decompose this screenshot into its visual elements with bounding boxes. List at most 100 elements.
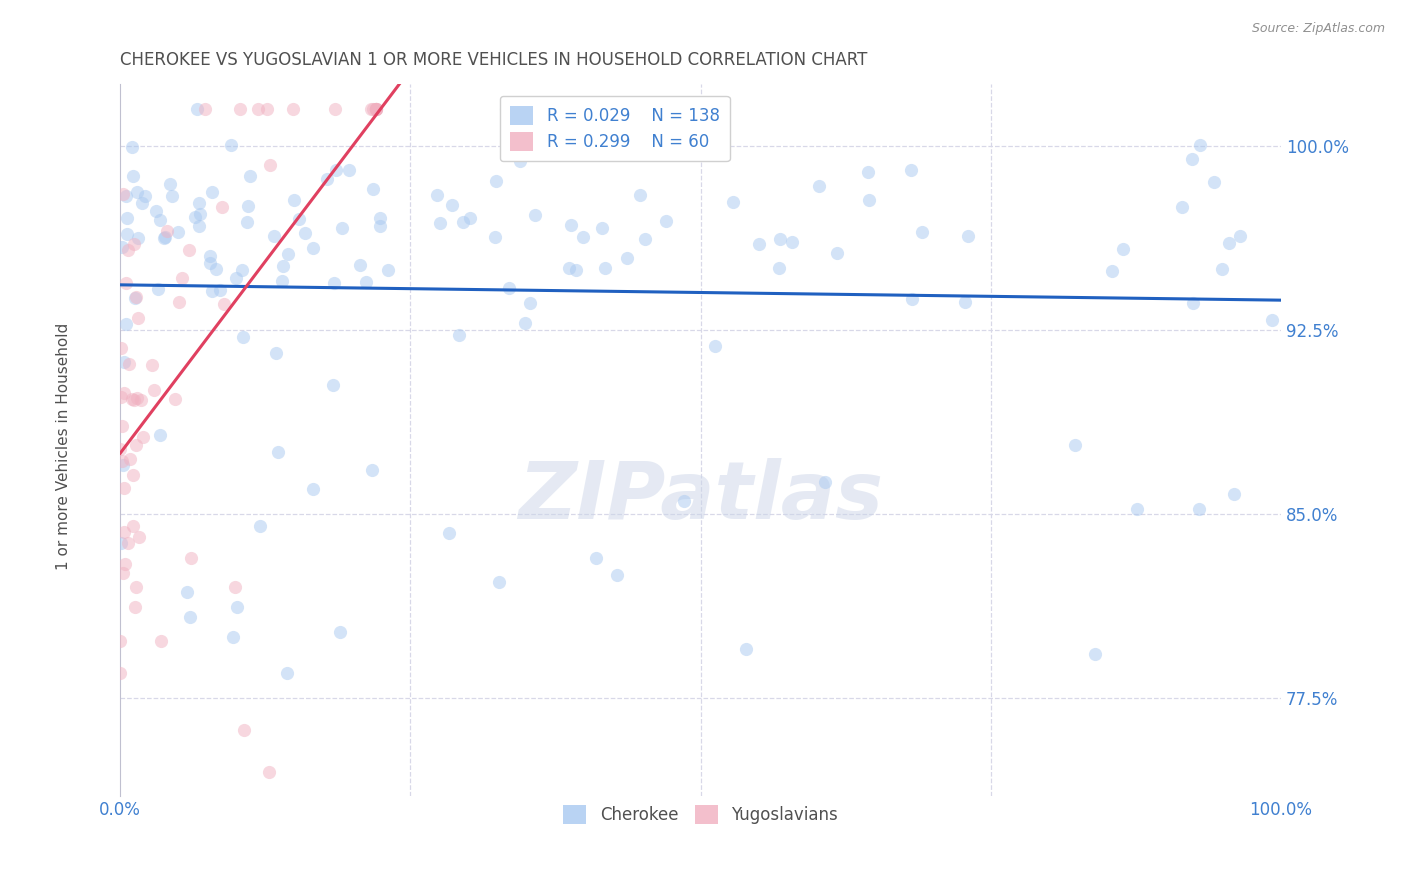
Point	[142, 384, 165, 398]
Point	[186, 102, 208, 116]
Point	[807, 178, 830, 193]
Point	[634, 231, 657, 245]
Point	[111, 454, 134, 468]
Point	[226, 600, 249, 615]
Point	[704, 339, 727, 353]
Point	[115, 317, 138, 331]
Point	[1063, 438, 1085, 452]
Point	[167, 294, 190, 309]
Point	[117, 243, 139, 257]
Point	[124, 290, 146, 304]
Point	[236, 215, 259, 229]
Point	[1188, 137, 1211, 152]
Point	[160, 189, 183, 203]
Point	[110, 442, 132, 456]
Point	[276, 666, 298, 681]
Point	[858, 164, 880, 178]
Legend: Cherokee, Yugoslavians: Cherokee, Yugoslavians	[553, 795, 848, 834]
Point	[188, 196, 211, 211]
Point	[179, 610, 201, 624]
Point	[114, 188, 136, 202]
Point	[112, 524, 135, 539]
Point	[1125, 501, 1147, 516]
Point	[441, 198, 464, 212]
Point	[1261, 312, 1284, 326]
Point	[211, 200, 233, 214]
Point	[263, 229, 285, 244]
Point	[112, 386, 135, 401]
Point	[125, 438, 148, 452]
Point	[1170, 200, 1192, 214]
Point	[122, 236, 145, 251]
Point	[323, 276, 346, 290]
Point	[118, 451, 141, 466]
Point	[122, 393, 145, 408]
Point	[125, 185, 148, 199]
Text: 1 or more Vehicles in Household: 1 or more Vehicles in Household	[56, 322, 70, 570]
Point	[519, 296, 541, 310]
Point	[115, 227, 138, 242]
Point	[112, 458, 135, 472]
Point	[657, 146, 679, 161]
Point	[111, 566, 134, 580]
Point	[451, 215, 474, 229]
Point	[131, 429, 153, 443]
Point	[259, 764, 281, 779]
Point	[322, 377, 344, 392]
Text: CHEROKEE VS YUGOSLAVIAN 1 OR MORE VEHICLES IN HOUSEHOLD CORRELATION CHART: CHEROKEE VS YUGOSLAVIAN 1 OR MORE VEHICL…	[121, 51, 868, 69]
Point	[247, 102, 270, 116]
Point	[323, 102, 346, 116]
Point	[281, 102, 304, 116]
Point	[361, 102, 384, 116]
Point	[585, 551, 607, 566]
Point	[224, 581, 246, 595]
Point	[302, 241, 325, 255]
Point	[524, 208, 547, 222]
Point	[232, 723, 254, 737]
Point	[239, 169, 262, 184]
Point	[112, 481, 135, 495]
Point	[145, 203, 167, 218]
Point	[229, 102, 252, 116]
Point	[165, 392, 187, 406]
Point	[591, 221, 613, 235]
Point	[277, 246, 299, 260]
Point	[128, 530, 150, 544]
Point	[110, 390, 132, 404]
Point	[1188, 501, 1211, 516]
Point	[166, 226, 188, 240]
Point	[485, 174, 508, 188]
Point	[176, 585, 198, 599]
Point	[112, 355, 135, 369]
Point	[616, 251, 638, 265]
Point	[110, 341, 132, 355]
Point	[271, 274, 294, 288]
Point	[1181, 153, 1204, 167]
Point	[360, 462, 382, 476]
Point	[900, 162, 922, 177]
Point	[488, 575, 510, 590]
Point	[364, 102, 387, 116]
Point	[117, 536, 139, 550]
Point	[259, 158, 281, 172]
Point	[149, 213, 172, 227]
Point	[439, 526, 461, 541]
Point	[121, 519, 143, 533]
Point	[449, 327, 471, 342]
Point	[1101, 264, 1123, 278]
Point	[325, 162, 347, 177]
Point	[911, 225, 934, 239]
Point	[110, 666, 132, 681]
Point	[825, 245, 848, 260]
Point	[613, 131, 636, 145]
Point	[769, 232, 792, 246]
Point	[606, 568, 628, 582]
Text: ZIPatlas: ZIPatlas	[519, 458, 883, 536]
Point	[115, 211, 138, 225]
Point	[208, 284, 231, 298]
Point	[131, 195, 153, 210]
Point	[354, 275, 377, 289]
Point	[200, 185, 222, 199]
Point	[121, 140, 143, 154]
Point	[110, 633, 132, 648]
